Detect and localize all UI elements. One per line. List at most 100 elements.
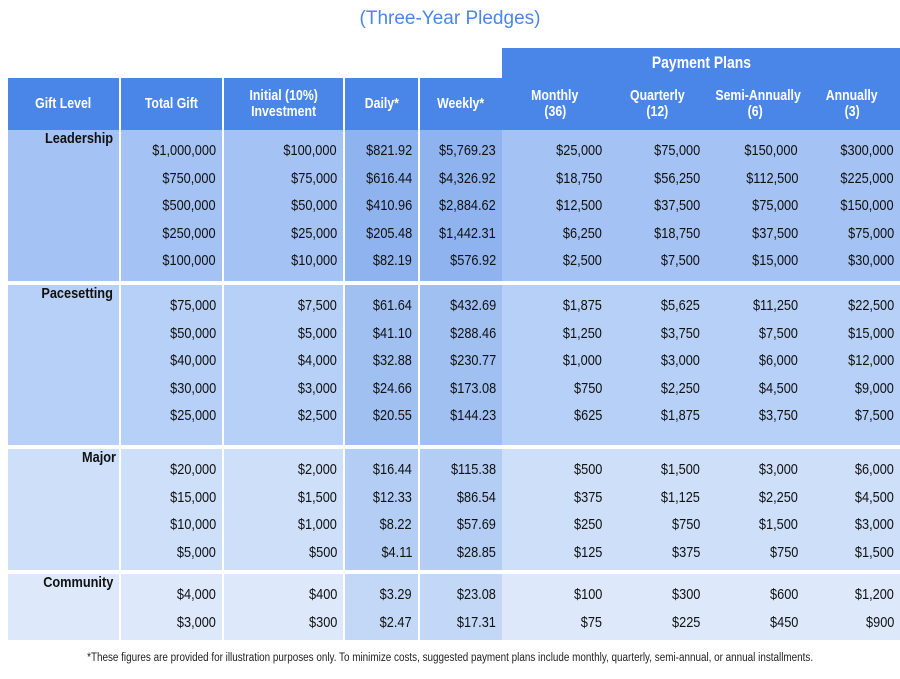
value-line: $100,000 bbox=[224, 137, 343, 165]
value-text: $6,000 bbox=[758, 352, 798, 370]
value-text: $173.08 bbox=[449, 379, 496, 397]
value-text: $250,000 bbox=[162, 224, 216, 242]
col-header-total-gift: Total Gift bbox=[120, 78, 224, 130]
value-line: $1,875 bbox=[502, 292, 608, 320]
semi-annually-cell: $3,000 $2,250 $1,500 $750 bbox=[706, 447, 804, 574]
value-line: $300,000 bbox=[804, 137, 900, 165]
value-line: $7,500 bbox=[804, 402, 900, 430]
value-line: $1,500 bbox=[608, 456, 706, 484]
value-line: $750 bbox=[608, 511, 706, 539]
value-text: $41.10 bbox=[372, 324, 412, 342]
value-line: $75 bbox=[502, 609, 608, 637]
value-line: $4,500 bbox=[804, 484, 900, 512]
value-line: $56,250 bbox=[608, 165, 706, 193]
value-line: $50,000 bbox=[121, 320, 222, 348]
value-line: $8.22 bbox=[345, 511, 418, 539]
value-text: $300 bbox=[308, 613, 337, 631]
value-line: $625 bbox=[502, 402, 608, 430]
value-line: $4,000 bbox=[224, 347, 343, 375]
value-text: $1,200 bbox=[854, 586, 894, 603]
value-line: $2,250 bbox=[608, 375, 706, 403]
gift-level-cell: Leadership bbox=[8, 130, 121, 285]
value-line: $1,250 bbox=[502, 320, 608, 348]
value-text: $23.08 bbox=[456, 586, 496, 603]
quarterly-cell: $300 $225 bbox=[608, 572, 706, 644]
value-text: $4,326.92 bbox=[439, 169, 496, 187]
value-line: $20,000 bbox=[121, 456, 222, 484]
quarterly-cell: $75,000 $56,250 $37,500 $18,750 $7,500 bbox=[608, 130, 706, 285]
col-header-label: Gift Level bbox=[35, 95, 92, 112]
value-line: $5,000 bbox=[224, 320, 343, 348]
value-text: $300,000 bbox=[840, 142, 894, 159]
monthly-cell: $100 $75 bbox=[502, 572, 608, 644]
value-text: $100 bbox=[573, 586, 602, 603]
value-line: $15,000 bbox=[706, 247, 804, 275]
value-text: $37,500 bbox=[751, 224, 798, 242]
annually-cell: $6,000 $4,500 $3,000 $1,500 bbox=[804, 447, 900, 574]
value-text: $2,250 bbox=[660, 379, 700, 397]
gift-level-cell: Pacesetting bbox=[8, 283, 121, 449]
value-line: $3,000 bbox=[121, 609, 222, 637]
value-text: $3,750 bbox=[758, 407, 798, 425]
value-line: $400 bbox=[224, 581, 343, 609]
value-line: $375 bbox=[502, 484, 608, 512]
payment-plans-header: Payment Plans bbox=[502, 48, 900, 78]
value-text: $1,442.31 bbox=[439, 224, 496, 242]
value-text: $100,000 bbox=[283, 142, 337, 159]
table-row-group: Pacesetting $75,000 $50,000 $40,000 $30,000 $… bbox=[8, 283, 900, 449]
value-text: $75,000 bbox=[290, 169, 337, 187]
value-line: $75,000 bbox=[121, 292, 222, 320]
value-text: $2,500 bbox=[297, 407, 337, 425]
value-line: $1,000,000 bbox=[121, 137, 222, 165]
initial-investment-cell: $400 $300 bbox=[223, 572, 345, 644]
col-header-sublabel: (3) bbox=[844, 103, 860, 120]
value-line: $75,000 bbox=[608, 137, 706, 165]
value-text: $500 bbox=[573, 461, 602, 478]
value-text: $750 bbox=[671, 516, 700, 534]
value-text: $750,000 bbox=[162, 169, 216, 187]
total-gift-cell: $75,000 $50,000 $40,000 $30,000 $25,000 bbox=[120, 283, 224, 449]
value-text: $288.46 bbox=[449, 324, 496, 342]
semi-annually-cell: $11,250 $7,500 $6,000 $4,500 $3,750 bbox=[706, 283, 804, 449]
value-text: $18,750 bbox=[555, 169, 602, 187]
value-text: $57.69 bbox=[456, 516, 496, 534]
value-text: $9,000 bbox=[854, 379, 894, 397]
daily-cell: $3.29 $2.47 bbox=[344, 572, 420, 644]
value-text: $205.48 bbox=[365, 224, 412, 242]
value-text: $230.77 bbox=[449, 352, 496, 370]
value-text: $15,000 bbox=[847, 324, 894, 342]
gift-level-label: Community bbox=[42, 574, 113, 591]
value-line: $25,000 bbox=[121, 402, 222, 430]
value-text: $12.33 bbox=[372, 488, 412, 506]
value-line: $750,000 bbox=[121, 165, 222, 193]
value-line: $10,000 bbox=[224, 247, 343, 275]
value-line: $18,750 bbox=[502, 165, 608, 193]
value-text: $7,500 bbox=[758, 324, 798, 342]
value-line: $100 bbox=[502, 581, 608, 609]
value-line: $32.88 bbox=[345, 347, 418, 375]
value-line: $173.08 bbox=[420, 375, 502, 403]
value-line: $7,500 bbox=[608, 247, 706, 275]
footnote: *These figures are provided for illustra… bbox=[0, 652, 900, 664]
col-header-label: Quarterly bbox=[629, 87, 685, 104]
value-text: $11,250 bbox=[752, 297, 798, 314]
value-text: $225 bbox=[671, 613, 700, 631]
value-line: $86.54 bbox=[420, 484, 502, 512]
initial-investment-cell: $100,000 $75,000 $50,000 $25,000 $10,000 bbox=[223, 130, 345, 285]
value-line: $250 bbox=[502, 511, 608, 539]
value-text: $16.44 bbox=[372, 461, 412, 478]
value-line: $150,000 bbox=[706, 137, 804, 165]
value-text: $750 bbox=[769, 543, 798, 561]
value-line: $37,500 bbox=[706, 220, 804, 248]
value-text: $7,500 bbox=[297, 297, 337, 314]
value-line: $125 bbox=[502, 539, 608, 567]
col-header-label: Annually bbox=[826, 87, 878, 104]
value-text: $900 bbox=[865, 613, 894, 631]
value-line: $10,000 bbox=[121, 511, 222, 539]
value-line: $2.47 bbox=[345, 609, 418, 637]
value-text: $432.69 bbox=[449, 297, 496, 314]
value-text: $75,000 bbox=[751, 197, 798, 215]
value-line: $1,000 bbox=[224, 511, 343, 539]
value-line: $4,326.92 bbox=[420, 165, 502, 193]
value-text: $15,000 bbox=[751, 252, 798, 270]
